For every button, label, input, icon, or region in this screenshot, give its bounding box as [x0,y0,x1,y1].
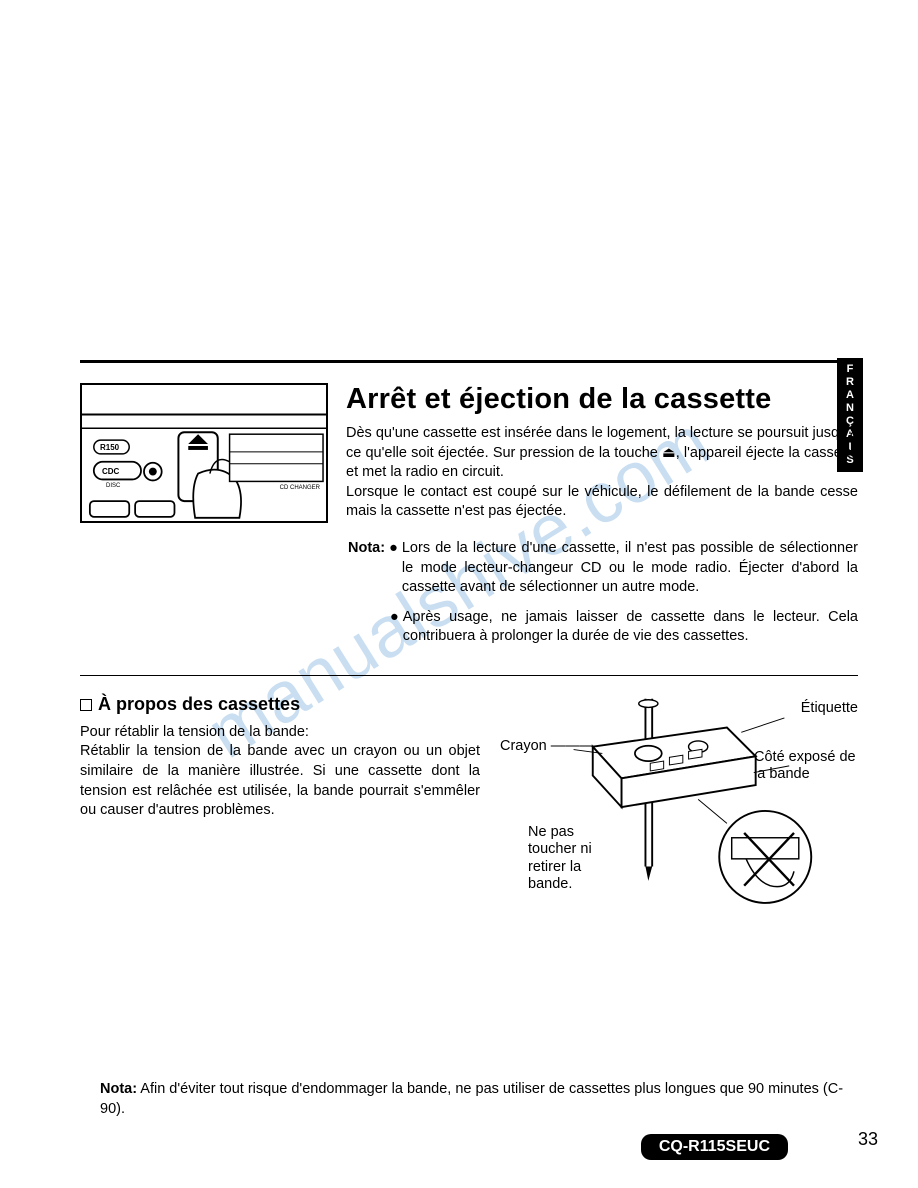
device-disc-label: DISC [106,483,120,489]
device-changer-label: CD CHANGER [280,485,320,491]
nota-item-1: Nota: ● Lors de la lecture d'une cassett… [348,539,858,598]
paragraph-1: Dès qu'une cassette est insérée dans le … [346,424,858,483]
nota-text-1: Lors de la lecture d'une cassette, il n'… [402,539,858,598]
footer-nota-label: Nota: [100,1081,137,1097]
bullet-icon: ● [390,608,399,647]
footer-nota-text: Afin d'éviter tout risque d'endommager l… [100,1081,843,1117]
label-cote: Côté exposé de la bande [754,749,864,784]
top-divider [80,360,858,363]
sub-heading: À propos des cassettes [80,694,480,715]
section-cassettes: À propos des cassettes Pour rétablir la … [80,694,858,924]
page-content: R150 CDC DISC CD CHANGER Arrêt et éjecti… [80,360,858,924]
cassette-diagram: Crayon ——— Étiquette Côté exposé de la b… [500,694,858,924]
sub-para-1: Pour rétablir la tension de la bande: [80,723,480,743]
left-column: À propos des cassettes Pour rétablir la … [80,694,480,924]
text-column: Arrêt et éjection de la cassette Dès qu'… [346,383,858,523]
checkbox-icon [80,699,92,711]
sub-para-2: Rétablir la tension de la bande avec un … [80,742,480,820]
paragraph-2: Lorsque le contact est coupé sur le véhi… [346,483,858,522]
device-cdc-label: R150 [100,443,119,452]
label-etiquette: Étiquette [801,700,858,717]
page-number: 33 [858,1129,878,1150]
label-nepas: Ne pas toucher ni retirer la bande. [528,824,618,894]
nota-block: Nota: ● Lors de la lecture d'une cassett… [348,539,858,647]
model-badge: CQ-R115SEUC [641,1134,788,1160]
sub-heading-text: À propos des cassettes [98,694,300,714]
section-heading: Arrêt et éjection de la cassette [346,383,858,416]
nota-label: Nota: [348,539,385,598]
section-stop-eject: R150 CDC DISC CD CHANGER Arrêt et éjecti… [80,383,858,523]
device-cdc-label: CDC [102,467,119,476]
device-svg [82,385,326,523]
mid-divider [80,675,858,676]
nota-item-2: ● Après usage, ne jamais laisser de cass… [348,608,858,647]
device-illustration: R150 CDC DISC CD CHANGER [80,383,328,523]
nota-text-2: Après usage, ne jamais laisser de casset… [403,608,858,647]
label-crayon: Crayon ——— [500,738,594,755]
bullet-icon: ● [385,539,398,598]
footer-nota: Nota: Afin d'éviter tout risque d'endomm… [100,1080,858,1119]
